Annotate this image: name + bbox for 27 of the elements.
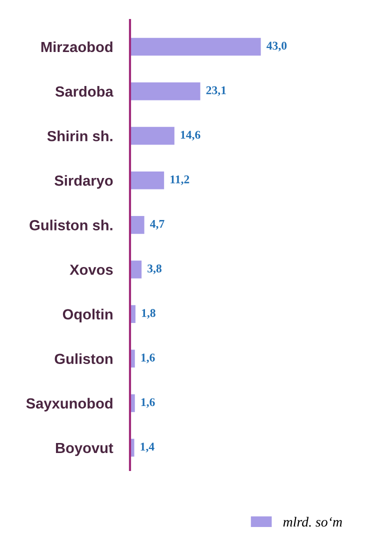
bar xyxy=(130,216,144,234)
data-label: 11,2 xyxy=(170,175,190,186)
bar xyxy=(130,260,142,278)
y-tick-label: Sirdaryo xyxy=(54,175,113,189)
data-label: 1,6 xyxy=(141,354,155,364)
bar xyxy=(130,126,174,145)
bar xyxy=(130,38,261,56)
y-tick-label: Guliston sh. xyxy=(30,220,112,230)
y-tick-label: Boyovut xyxy=(56,442,114,456)
data-label: 1,6 xyxy=(141,398,155,408)
bar xyxy=(130,171,164,190)
bar xyxy=(130,82,200,100)
y-tick-label: Sayxunobod xyxy=(26,398,112,412)
data-label: 14,6 xyxy=(180,130,200,141)
legend-label: mlrd. so‘m xyxy=(283,516,342,527)
y-tick-label: Mirzaobod xyxy=(41,41,112,52)
data-label: 4,7 xyxy=(150,220,164,230)
data-label: 43,0 xyxy=(266,42,287,52)
y-tick-label: Guliston xyxy=(54,353,112,364)
y-tick-label: Shirin sh. xyxy=(47,130,112,142)
data-label: 1,8 xyxy=(142,309,156,319)
y-tick-label: Oqoltin xyxy=(62,308,112,322)
y-tick-label: Sardoba xyxy=(55,86,114,97)
y-tick-label: Xovos xyxy=(70,264,113,275)
data-label: 23,1 xyxy=(206,86,226,96)
data-label: 1,4 xyxy=(140,442,154,452)
data-label: 3,8 xyxy=(148,264,162,274)
